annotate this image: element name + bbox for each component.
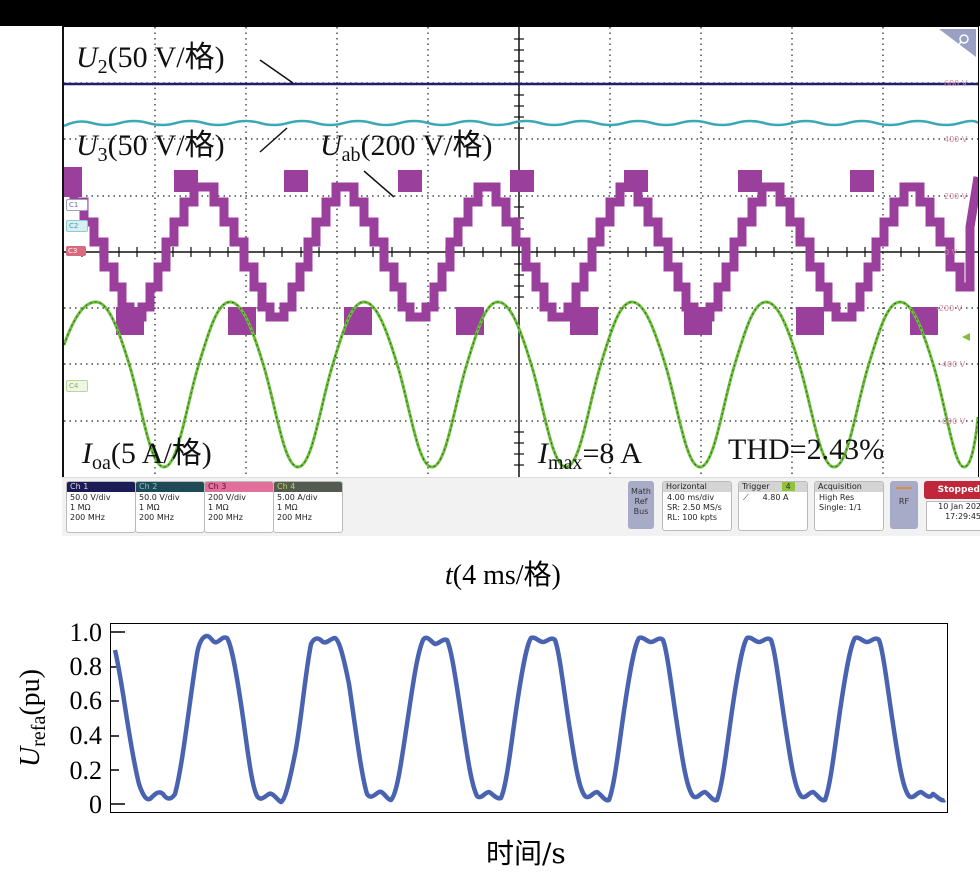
ch2-impedance: 1 MΩ	[139, 503, 160, 512]
math-ref-bus-button[interactable]: Math Ref Bus	[628, 481, 654, 529]
channel-chip-c2[interactable]: C2	[66, 220, 88, 232]
ch3-scale: 200 V/div	[208, 493, 247, 502]
channel-2-header: Ch 2	[136, 482, 204, 492]
symbol: U	[76, 129, 98, 162]
channel-1-header: Ch 1	[67, 482, 135, 492]
subscript: 3	[97, 144, 108, 166]
date-time: 10 Jan 202 17:29:45	[926, 501, 980, 531]
urefa-trace	[111, 631, 947, 805]
scale-text: (50 V/格)	[107, 41, 225, 74]
symbol: U	[76, 41, 98, 74]
run-stop-status[interactable]: Stopped	[924, 481, 980, 499]
subscript: 2	[97, 56, 108, 78]
value-text: =8 A	[582, 437, 642, 470]
annotation-thd: THD=2.43%	[728, 433, 885, 466]
time-per-div: 4.00 ms/div	[667, 493, 715, 502]
ch3-bandwidth: 200 MHz	[208, 513, 243, 522]
scale-text: (200 V/格)	[360, 129, 493, 162]
acquisition-panel[interactable]: Acquisition High Res Single: 1/1	[814, 481, 884, 531]
acquisition-mode: High Res	[819, 493, 855, 502]
top-black-bar	[0, 0, 980, 26]
y-tick: 0.4	[69, 721, 103, 750]
channel-3-badge[interactable]: Ch 3 200 V/div 1 MΩ 200 MHz	[204, 481, 274, 533]
subscript: oa	[92, 452, 111, 474]
symbol: I	[82, 437, 92, 470]
plot2-x-axis-label: 时间/s	[486, 837, 566, 870]
oscilloscope-display: C1 C2 C3 C4 600 V 400 V 200 V 0 V -200 V…	[62, 26, 979, 478]
scope-status-bar: Ch 1 50.0 V/div 1 MΩ 200 MHz Ch 2 50.0 V/d…	[62, 477, 980, 536]
channel-chip-c4[interactable]: C4	[66, 380, 88, 392]
annotation-ioa: Ioa(5 A/格)	[82, 437, 212, 474]
y-tick: 1.0	[69, 618, 103, 647]
trigger-title: Trigger	[742, 482, 770, 491]
ch4-scale: 5.00 A/div	[277, 493, 318, 502]
scale-label: 200 V	[944, 192, 968, 201]
scale-label: 0 V	[944, 248, 958, 257]
y-tick: 0.6	[69, 686, 103, 715]
scale-text: (5 A/格)	[110, 437, 212, 470]
scale-text: (4 ms/格)	[452, 560, 561, 591]
y-tick: 0	[89, 790, 102, 819]
scope-x-axis-label: t(4 ms/格)	[445, 553, 561, 593]
channel-1-badge[interactable]: Ch 1 50.0 V/div 1 MΩ 200 MHz	[66, 481, 136, 533]
scope-traces	[64, 27, 978, 477]
scale-label: -600 V	[939, 417, 966, 426]
acquisition-count: Single: 1/1	[819, 503, 862, 512]
scale-label: -200 V	[936, 304, 963, 313]
channel-chip-c1[interactable]: C1	[66, 199, 88, 211]
ch1-scale: 50.0 V/div	[70, 493, 111, 502]
subscript: ab	[341, 144, 361, 166]
scale-label: -400 V	[939, 360, 966, 369]
rf-button[interactable]: RF	[890, 481, 918, 529]
ch4-impedance: 1 MΩ	[277, 503, 298, 512]
symbol: U	[320, 129, 342, 162]
time-text: 17:29:45	[945, 512, 980, 521]
math-label: Math	[630, 487, 651, 496]
y-tick: 0.2	[69, 756, 103, 785]
y-tick: 0.8	[69, 652, 103, 681]
horizontal-panel[interactable]: Horizontal 4.00 ms/div SR: 2.50 MS/s RL: 1…	[662, 481, 732, 531]
channel-4-header: Ch 4	[274, 482, 342, 492]
annotation-u3: U3(50 V/格)	[76, 129, 225, 166]
ch1-impedance: 1 MΩ	[70, 503, 91, 512]
scale-label: 400 V	[944, 135, 968, 144]
scale-text: (50 V/格)	[107, 129, 225, 162]
ch3-impedance: 1 MΩ	[208, 503, 229, 512]
trigger-level-marker[interactable]	[962, 333, 970, 341]
ref-label: Ref	[634, 497, 648, 506]
symbol: I	[538, 437, 548, 470]
trigger-source-badge: 4	[781, 482, 795, 491]
sample-rate: SR: 2.50 MS/s	[667, 503, 722, 512]
channel-4-badge[interactable]: Ch 4 5.00 A/div 1 MΩ 200 MHz	[273, 481, 343, 533]
scale-label: 600 V	[944, 79, 968, 88]
channel-chip-c3[interactable]: C3	[66, 246, 86, 256]
ch2-bandwidth: 200 MHz	[139, 513, 174, 522]
annotation-imax: Imax=8 A	[538, 437, 642, 474]
rf-label: RF	[898, 497, 910, 506]
date-text: 10 Jan 202	[938, 502, 980, 511]
magnifier-icon[interactable]	[939, 29, 976, 57]
annotation-uab: Uab(200 V/格)	[320, 129, 493, 166]
trigger-header: Trigger 4	[739, 482, 807, 492]
annotation-u2: U2(50 V/格)	[76, 41, 225, 78]
ch2-scale: 50.0 V/div	[139, 493, 180, 502]
channel-2-badge[interactable]: Ch 2 50.0 V/div 1 MΩ 200 MHz	[135, 481, 205, 533]
horizontal-title: Horizontal	[663, 482, 731, 492]
rf-indicator	[896, 487, 912, 489]
symbol: t	[445, 560, 453, 591]
channel-3-header: Ch 3	[205, 482, 273, 492]
urefa-plot	[110, 623, 948, 813]
ch1-bandwidth: 200 MHz	[70, 513, 105, 522]
acquisition-title: Acquisition	[815, 482, 883, 492]
rising-edge-icon: ⟋	[743, 493, 749, 502]
bus-label: Bus	[633, 507, 649, 516]
subscript: max	[548, 452, 583, 474]
trigger-level: 4.80 A	[762, 493, 789, 502]
trigger-panel[interactable]: Trigger 4 ⟋ 4.80 A	[738, 481, 808, 531]
ch4-bandwidth: 200 MHz	[277, 513, 312, 522]
record-length: RL: 100 kpts	[667, 513, 718, 522]
